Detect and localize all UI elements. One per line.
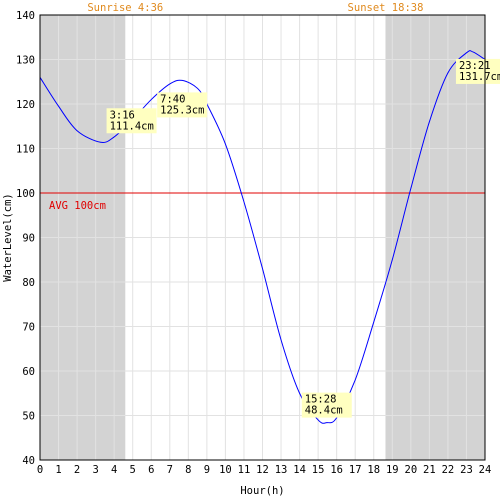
y-tick-label: 50 bbox=[22, 411, 35, 423]
y-tick-label: 70 bbox=[22, 322, 35, 334]
x-axis-label: Hour(h) bbox=[240, 485, 284, 497]
annotation-level: 111.4cm bbox=[110, 120, 154, 132]
y-tick-label: 80 bbox=[22, 277, 35, 289]
annotation-time: 7:40 bbox=[160, 93, 185, 105]
x-tick-label: 6 bbox=[148, 464, 154, 476]
x-tick-label: 11 bbox=[238, 464, 251, 476]
annotation-level: 48.4cm bbox=[305, 405, 343, 417]
x-tick-label: 12 bbox=[256, 464, 269, 476]
x-tick-label: 20 bbox=[405, 464, 418, 476]
y-tick-label: 40 bbox=[22, 455, 35, 467]
x-tick-label: 7 bbox=[167, 464, 173, 476]
y-tick-label: 60 bbox=[22, 366, 35, 378]
annotation-box bbox=[157, 92, 208, 118]
y-tick-label: 120 bbox=[16, 99, 35, 111]
y-axis-label: WaterLevel(cm) bbox=[2, 193, 14, 282]
x-tick-label: 17 bbox=[349, 464, 362, 476]
annotation-time: 23:21 bbox=[459, 60, 491, 72]
annotation-time: 15:28 bbox=[305, 394, 337, 406]
sunrise-label: Sunrise 4:36 bbox=[87, 2, 163, 14]
x-tick-label: 9 bbox=[204, 464, 210, 476]
y-tick-label: 130 bbox=[16, 55, 35, 67]
x-tick-label: 1 bbox=[55, 464, 61, 476]
x-tick-label: 3 bbox=[92, 464, 98, 476]
annotation-box bbox=[106, 108, 157, 134]
x-tick-label: 13 bbox=[275, 464, 288, 476]
tick-labels: 0 1 2 3 4 5 6 7 8 9 10 11 12 13 14 15 16 17 18 19 20 21 22 23 24… bbox=[16, 10, 491, 476]
annotation-level: 125.3cm bbox=[160, 104, 204, 116]
annotation-level: 131.7cm bbox=[459, 71, 500, 83]
annotations: 3:16111.4cm7:40125.3cm15:2848.4cm23:2113… bbox=[106, 58, 500, 418]
y-tick-label: 140 bbox=[16, 10, 35, 22]
x-tick-label: 15 bbox=[312, 464, 325, 476]
y-tick-label: 90 bbox=[22, 233, 35, 245]
x-tick-label: 19 bbox=[386, 464, 399, 476]
x-tick-label: 18 bbox=[367, 464, 380, 476]
x-tick-label: 14 bbox=[293, 464, 306, 476]
annotation-time: 3:16 bbox=[110, 109, 135, 121]
x-tick-label: 23 bbox=[460, 464, 473, 476]
plot-frame bbox=[39, 14, 486, 461]
average-label: AVG 100cm bbox=[49, 200, 106, 212]
annotation-box bbox=[455, 58, 500, 84]
annotation-box bbox=[301, 392, 352, 418]
x-tick-label: 8 bbox=[185, 464, 191, 476]
y-tick-label: 100 bbox=[16, 188, 35, 200]
x-tick-label: 0 bbox=[37, 464, 43, 476]
x-tick-label: 24 bbox=[479, 464, 492, 476]
average-line-group: AVG 100cm bbox=[40, 192, 485, 212]
x-tick-label: 16 bbox=[330, 464, 343, 476]
x-tick-label: 5 bbox=[130, 464, 136, 476]
y-tick-label: 110 bbox=[16, 144, 35, 156]
x-tick-label: 21 bbox=[423, 464, 436, 476]
x-tick-label: 10 bbox=[219, 464, 232, 476]
x-tick-label: 2 bbox=[74, 464, 80, 476]
sunset-label: Sunset 18:38 bbox=[348, 2, 424, 14]
x-tick-label: 22 bbox=[442, 464, 455, 476]
x-tick-label: 4 bbox=[111, 464, 117, 476]
